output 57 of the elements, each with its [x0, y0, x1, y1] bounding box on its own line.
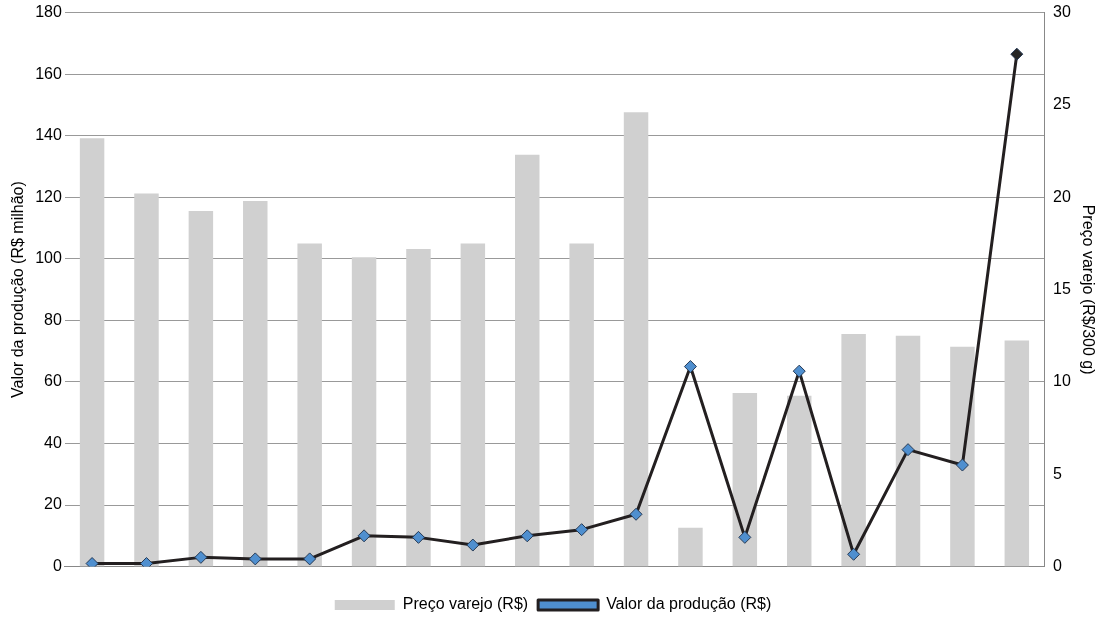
y-tick-label: 0	[52, 557, 62, 575]
y2-tick-label: 5	[1053, 464, 1062, 482]
bar	[351, 257, 377, 567]
point	[847, 547, 861, 561]
y2-tick-label: 30	[1053, 3, 1071, 21]
point	[1010, 47, 1024, 61]
point	[466, 538, 480, 552]
y2-tick-label: 20	[1053, 187, 1071, 205]
point	[575, 523, 589, 537]
y2-axis-title: Preço varejo (R$/300 g)	[1079, 204, 1097, 375]
y2-tick-label: 10	[1053, 372, 1071, 390]
bar	[460, 243, 486, 567]
y-tick-label: 20	[44, 495, 62, 513]
y-tick-label: 140	[35, 126, 62, 144]
bar	[950, 346, 975, 567]
y-tick-label: 60	[44, 372, 62, 390]
legend-label: Preço varejo (R$)	[402, 595, 529, 613]
point	[955, 458, 969, 472]
y-tick-label: 160	[35, 64, 62, 82]
point	[85, 557, 99, 567]
point	[901, 443, 915, 457]
y-axis-title: Valor da produção (R$ milhão)	[9, 181, 27, 398]
point	[683, 360, 697, 374]
y-tick-label: 120	[35, 187, 62, 205]
point	[738, 530, 752, 544]
bar	[79, 138, 105, 567]
bar	[895, 335, 921, 567]
point	[792, 364, 806, 378]
bar	[297, 243, 322, 567]
y-tick-label: 40	[44, 433, 62, 451]
point	[629, 507, 643, 521]
bar	[841, 333, 866, 567]
bar	[623, 112, 649, 567]
legend-label: Valor da produção (R$)	[606, 595, 772, 613]
point	[357, 529, 371, 543]
point	[139, 557, 153, 567]
y2-tick-label: 0	[1053, 557, 1062, 575]
point	[248, 552, 262, 566]
bar	[243, 200, 268, 567]
y-tick-label: 180	[35, 3, 62, 21]
bar	[188, 211, 214, 567]
bar	[569, 243, 594, 567]
point	[303, 552, 317, 566]
y2-tick-label: 25	[1053, 95, 1071, 113]
bar	[786, 395, 812, 567]
point	[411, 530, 425, 544]
bar	[406, 248, 431, 567]
bar	[678, 527, 703, 567]
y-tick-label: 100	[35, 249, 62, 267]
point	[520, 529, 534, 543]
bar	[1004, 340, 1030, 567]
bar	[732, 393, 758, 567]
y2-tick-label: 15	[1053, 280, 1071, 298]
bar	[134, 193, 159, 567]
point	[194, 550, 208, 564]
bar	[515, 154, 540, 567]
y-tick-label: 80	[44, 310, 62, 328]
